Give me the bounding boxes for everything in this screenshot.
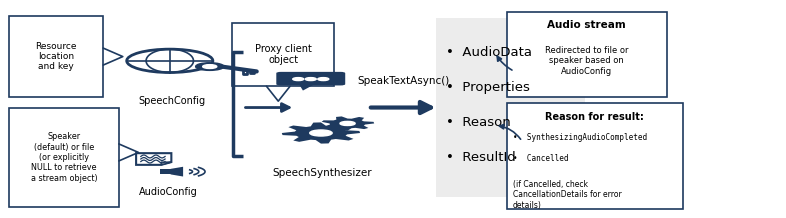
Text: •  SynthesizingAudioCompleted: • SynthesizingAudioCompleted [512,133,647,142]
Text: SpeakTextAsync(): SpeakTextAsync() [357,76,450,86]
Polygon shape [321,116,374,131]
Circle shape [340,121,355,126]
FancyBboxPatch shape [436,18,585,197]
Text: Resource
location
and key: Resource location and key [35,42,77,72]
Text: •  ResultId: • ResultId [446,151,516,164]
Text: •  Properties: • Properties [446,81,530,94]
Polygon shape [171,167,183,177]
FancyBboxPatch shape [233,23,334,86]
FancyBboxPatch shape [506,12,667,97]
Text: Audio stream: Audio stream [548,20,626,31]
FancyBboxPatch shape [9,16,103,97]
Text: Redirected to file or
speaker based on
AudioConfig: Redirected to file or speaker based on A… [545,46,629,76]
Circle shape [196,63,224,70]
Text: Proxy client
object: Proxy client object [255,44,312,65]
Polygon shape [161,162,171,165]
Polygon shape [282,122,360,144]
Text: AudioConfig: AudioConfig [139,187,197,197]
Circle shape [292,78,303,81]
Circle shape [318,78,329,81]
Circle shape [305,78,316,81]
FancyBboxPatch shape [9,107,119,207]
FancyBboxPatch shape [506,103,683,209]
Text: •  AudioData: • AudioData [446,46,532,59]
Text: SpeechSynthesizer: SpeechSynthesizer [273,168,373,178]
Text: •  Cancelled: • Cancelled [512,154,568,163]
Circle shape [203,65,217,68]
Text: (if Cancelled, check
CancellationDetails for error
details): (if Cancelled, check CancellationDetails… [512,180,622,209]
Text: Reason for result:: Reason for result: [545,112,644,122]
FancyBboxPatch shape [277,72,345,85]
Polygon shape [299,84,314,90]
Text: Speaker
(default) or file
(or explicitly
NULL to retrieve
a stream object): Speaker (default) or file (or explicitly… [31,132,97,183]
Text: •  Reason: • Reason [446,116,511,129]
Circle shape [310,130,332,136]
Text: SpeechConfig: SpeechConfig [138,96,206,106]
Polygon shape [136,153,171,165]
Polygon shape [160,169,171,174]
